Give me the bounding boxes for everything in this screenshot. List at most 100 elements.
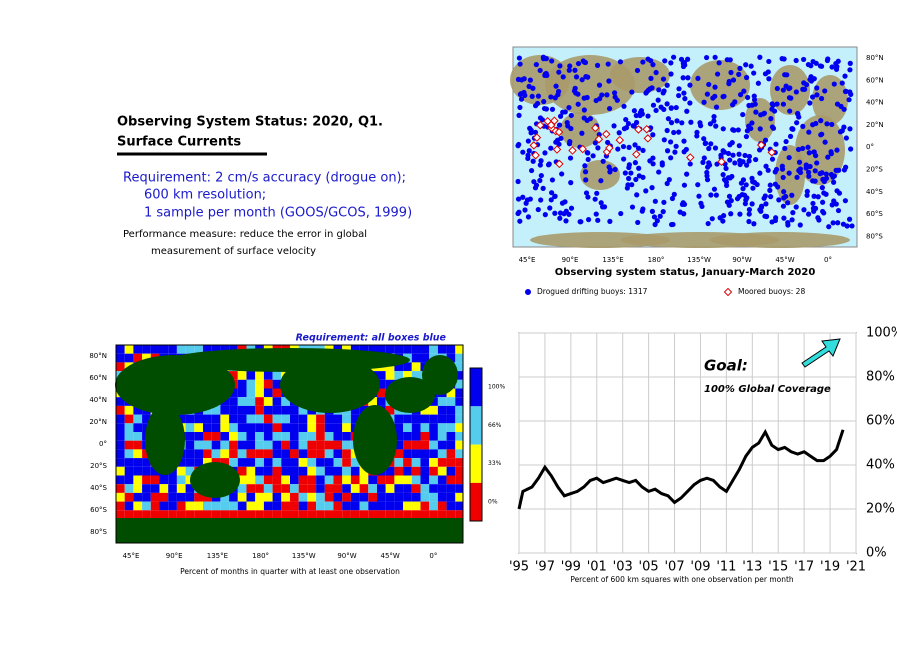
grid-box bbox=[394, 510, 404, 519]
buoy bbox=[538, 197, 544, 203]
buoy bbox=[549, 190, 555, 196]
buoy bbox=[568, 112, 574, 119]
buoy bbox=[664, 101, 670, 107]
buoy bbox=[695, 182, 701, 188]
grid-box bbox=[133, 345, 143, 354]
moored-buoy bbox=[602, 129, 611, 139]
lon-label: 45°W bbox=[775, 256, 794, 264]
grid-box bbox=[411, 345, 421, 354]
buoy bbox=[728, 69, 734, 76]
buoy bbox=[649, 85, 655, 91]
grid-box bbox=[324, 414, 334, 424]
grid-box bbox=[403, 492, 412, 502]
x-tick-label: '15 bbox=[768, 560, 788, 575]
buoy bbox=[525, 138, 531, 144]
grid-box bbox=[116, 449, 125, 459]
grid-box bbox=[446, 510, 456, 519]
grid-box bbox=[281, 501, 290, 511]
grid-box bbox=[290, 501, 299, 511]
grid-box bbox=[142, 475, 151, 485]
buoy bbox=[643, 188, 649, 194]
grid-box bbox=[342, 423, 351, 432]
grid-box bbox=[272, 501, 282, 511]
buoy bbox=[605, 139, 611, 146]
x-tick-label: '03 bbox=[613, 560, 633, 575]
grid-box bbox=[211, 510, 221, 519]
buoy bbox=[829, 202, 835, 208]
grid-box bbox=[203, 492, 212, 502]
buoy bbox=[762, 137, 769, 143]
grid-box bbox=[290, 432, 299, 441]
buoy bbox=[742, 201, 748, 207]
buoy bbox=[706, 145, 712, 152]
grid-box bbox=[411, 492, 421, 502]
buoy bbox=[568, 180, 574, 186]
buoy bbox=[720, 218, 726, 224]
legend-marker bbox=[525, 289, 531, 295]
grid-box bbox=[203, 458, 212, 467]
grid-box bbox=[377, 388, 386, 398]
grid-box bbox=[263, 405, 273, 415]
grid-box bbox=[385, 492, 395, 502]
buoy bbox=[743, 182, 749, 188]
grid-box bbox=[229, 423, 238, 432]
grid-box bbox=[116, 414, 125, 424]
buoy bbox=[680, 63, 687, 70]
grid-box bbox=[394, 414, 404, 424]
buoy bbox=[593, 97, 599, 104]
buoy bbox=[774, 101, 780, 107]
grid-box bbox=[194, 449, 203, 459]
grid-box bbox=[333, 449, 343, 459]
grid-box bbox=[455, 423, 463, 432]
grid-box bbox=[246, 484, 256, 493]
grid-box bbox=[229, 501, 238, 511]
buoy bbox=[673, 143, 679, 149]
buoy bbox=[817, 63, 824, 69]
buoy bbox=[681, 182, 688, 188]
grid-box bbox=[229, 414, 238, 424]
grid-box bbox=[333, 492, 343, 502]
grid-box bbox=[272, 510, 282, 519]
buoy bbox=[762, 193, 768, 199]
buoy bbox=[595, 217, 601, 223]
buoy bbox=[545, 162, 552, 168]
lon-label: 90°W bbox=[732, 256, 751, 264]
buoy bbox=[515, 178, 521, 185]
grid-box bbox=[272, 475, 282, 485]
grid-box bbox=[429, 405, 438, 415]
grid-box bbox=[446, 432, 456, 441]
grid-box bbox=[237, 440, 247, 450]
grid-box bbox=[211, 345, 221, 354]
buoy bbox=[600, 158, 606, 164]
grid-box bbox=[255, 379, 264, 389]
grid-box bbox=[403, 371, 412, 380]
grid-box bbox=[237, 501, 247, 511]
grid-box bbox=[159, 492, 169, 502]
grid-box bbox=[255, 397, 264, 406]
grid-box bbox=[237, 484, 247, 493]
grid-box bbox=[237, 449, 247, 459]
grid-box bbox=[185, 345, 195, 354]
buoy bbox=[805, 169, 812, 175]
buoy bbox=[607, 218, 613, 224]
grid-box bbox=[194, 440, 203, 450]
buoy bbox=[745, 94, 751, 101]
buoy bbox=[590, 153, 596, 159]
grid-box bbox=[420, 475, 430, 485]
buoy bbox=[825, 154, 831, 160]
grid-box bbox=[359, 501, 369, 511]
grid-box bbox=[455, 466, 463, 476]
buoy bbox=[758, 204, 765, 210]
grid-box bbox=[185, 475, 195, 485]
grid-box bbox=[333, 458, 343, 467]
buoy bbox=[729, 140, 735, 146]
buoy bbox=[810, 58, 816, 65]
buoy bbox=[787, 133, 794, 139]
moored-buoy bbox=[767, 148, 777, 157]
grid-box bbox=[116, 405, 125, 415]
buoy bbox=[615, 146, 621, 152]
buoy bbox=[768, 194, 774, 200]
buoy bbox=[671, 129, 677, 136]
buoy bbox=[625, 120, 632, 127]
buoy bbox=[779, 56, 785, 62]
